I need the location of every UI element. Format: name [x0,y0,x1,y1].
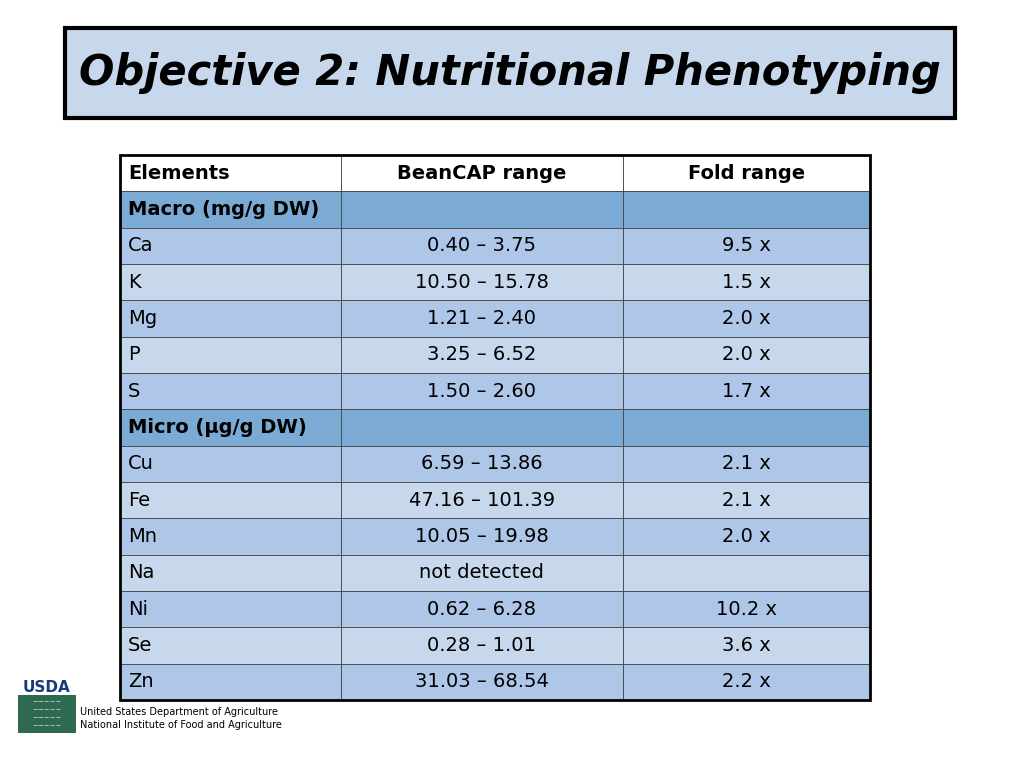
Text: Elements: Elements [128,164,229,183]
Text: Fold range: Fold range [688,164,805,183]
Text: 10.50 – 15.78: 10.50 – 15.78 [415,273,549,292]
Text: Mn: Mn [128,527,157,546]
Text: BeanCAP range: BeanCAP range [397,164,566,183]
Text: Micro (μg/g DW): Micro (μg/g DW) [128,418,307,437]
Text: Zn: Zn [128,672,154,691]
Text: Ni: Ni [128,600,148,619]
Text: Ca: Ca [128,237,154,255]
Text: not detected: not detected [420,564,545,582]
Text: 2.0 x: 2.0 x [722,309,771,328]
Text: ~~~~~: ~~~~~ [33,723,61,729]
Text: 0.28 – 1.01: 0.28 – 1.01 [427,636,537,655]
Text: 10.05 – 19.98: 10.05 – 19.98 [415,527,549,546]
Text: ~~~~~: ~~~~~ [33,715,61,721]
Text: 2.2 x: 2.2 x [722,672,771,691]
Text: 6.59 – 13.86: 6.59 – 13.86 [421,455,543,473]
Text: 47.16 – 101.39: 47.16 – 101.39 [409,491,555,510]
Text: Macro (mg/g DW): Macro (mg/g DW) [128,200,319,219]
Text: 9.5 x: 9.5 x [722,237,771,255]
Text: 2.0 x: 2.0 x [722,527,771,546]
Text: 3.25 – 6.52: 3.25 – 6.52 [427,346,537,364]
Text: 1.7 x: 1.7 x [722,382,771,401]
Text: USDA: USDA [24,680,71,694]
Text: 2.1 x: 2.1 x [722,491,771,510]
Text: ~~~~~: ~~~~~ [33,699,61,705]
Text: 0.62 – 6.28: 0.62 – 6.28 [427,600,537,619]
Text: 2.1 x: 2.1 x [722,455,771,473]
Text: K: K [128,273,140,292]
Text: 1.5 x: 1.5 x [722,273,771,292]
Text: Cu: Cu [128,455,154,473]
Text: Fe: Fe [128,491,151,510]
Text: National Institute of Food and Agriculture: National Institute of Food and Agricultu… [80,720,282,730]
Text: 3.6 x: 3.6 x [722,636,771,655]
Text: 0.40 – 3.75: 0.40 – 3.75 [427,237,537,255]
Text: P: P [128,346,139,364]
Text: 31.03 – 68.54: 31.03 – 68.54 [415,672,549,691]
Text: United States Department of Agriculture: United States Department of Agriculture [80,707,278,717]
Text: 2.0 x: 2.0 x [722,346,771,364]
Text: Se: Se [128,636,153,655]
Text: Objective 2: Nutritional Phenotyping: Objective 2: Nutritional Phenotyping [79,52,941,94]
Text: S: S [128,382,140,401]
Text: 10.2 x: 10.2 x [716,600,777,619]
Text: Mg: Mg [128,309,157,328]
Text: 1.21 – 2.40: 1.21 – 2.40 [427,309,537,328]
Text: ~~~~~: ~~~~~ [33,707,61,713]
Text: Na: Na [128,564,155,582]
Text: 1.50 – 2.60: 1.50 – 2.60 [427,382,537,401]
